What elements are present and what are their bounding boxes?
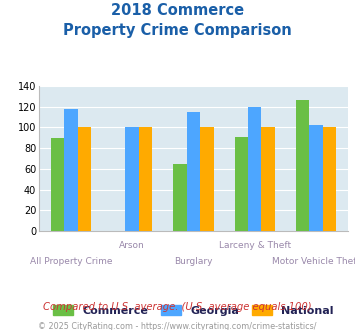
Bar <box>139 127 152 231</box>
Text: Burglary: Burglary <box>174 257 213 266</box>
Bar <box>51 138 64 231</box>
Bar <box>248 107 262 231</box>
Bar <box>323 127 336 231</box>
Bar <box>200 127 214 231</box>
Text: Motor Vehicle Theft: Motor Vehicle Theft <box>272 257 355 266</box>
Bar <box>78 127 91 231</box>
Legend: Commerce, Georgia, National: Commerce, Georgia, National <box>49 300 338 320</box>
Bar <box>296 100 309 231</box>
Text: Larceny & Theft: Larceny & Theft <box>219 241 291 250</box>
Bar <box>187 112 200 231</box>
Bar <box>309 125 323 231</box>
Bar <box>64 109 78 231</box>
Text: Compared to U.S. average. (U.S. average equals 100): Compared to U.S. average. (U.S. average … <box>43 302 312 312</box>
Bar <box>262 127 275 231</box>
Text: All Property Crime: All Property Crime <box>30 257 112 266</box>
Text: 2018 Commerce
Property Crime Comparison: 2018 Commerce Property Crime Comparison <box>63 3 292 38</box>
Bar <box>125 127 139 231</box>
Text: Arson: Arson <box>119 241 145 250</box>
Bar <box>173 164 187 231</box>
Text: © 2025 CityRating.com - https://www.cityrating.com/crime-statistics/: © 2025 CityRating.com - https://www.city… <box>38 322 317 330</box>
Bar <box>235 137 248 231</box>
